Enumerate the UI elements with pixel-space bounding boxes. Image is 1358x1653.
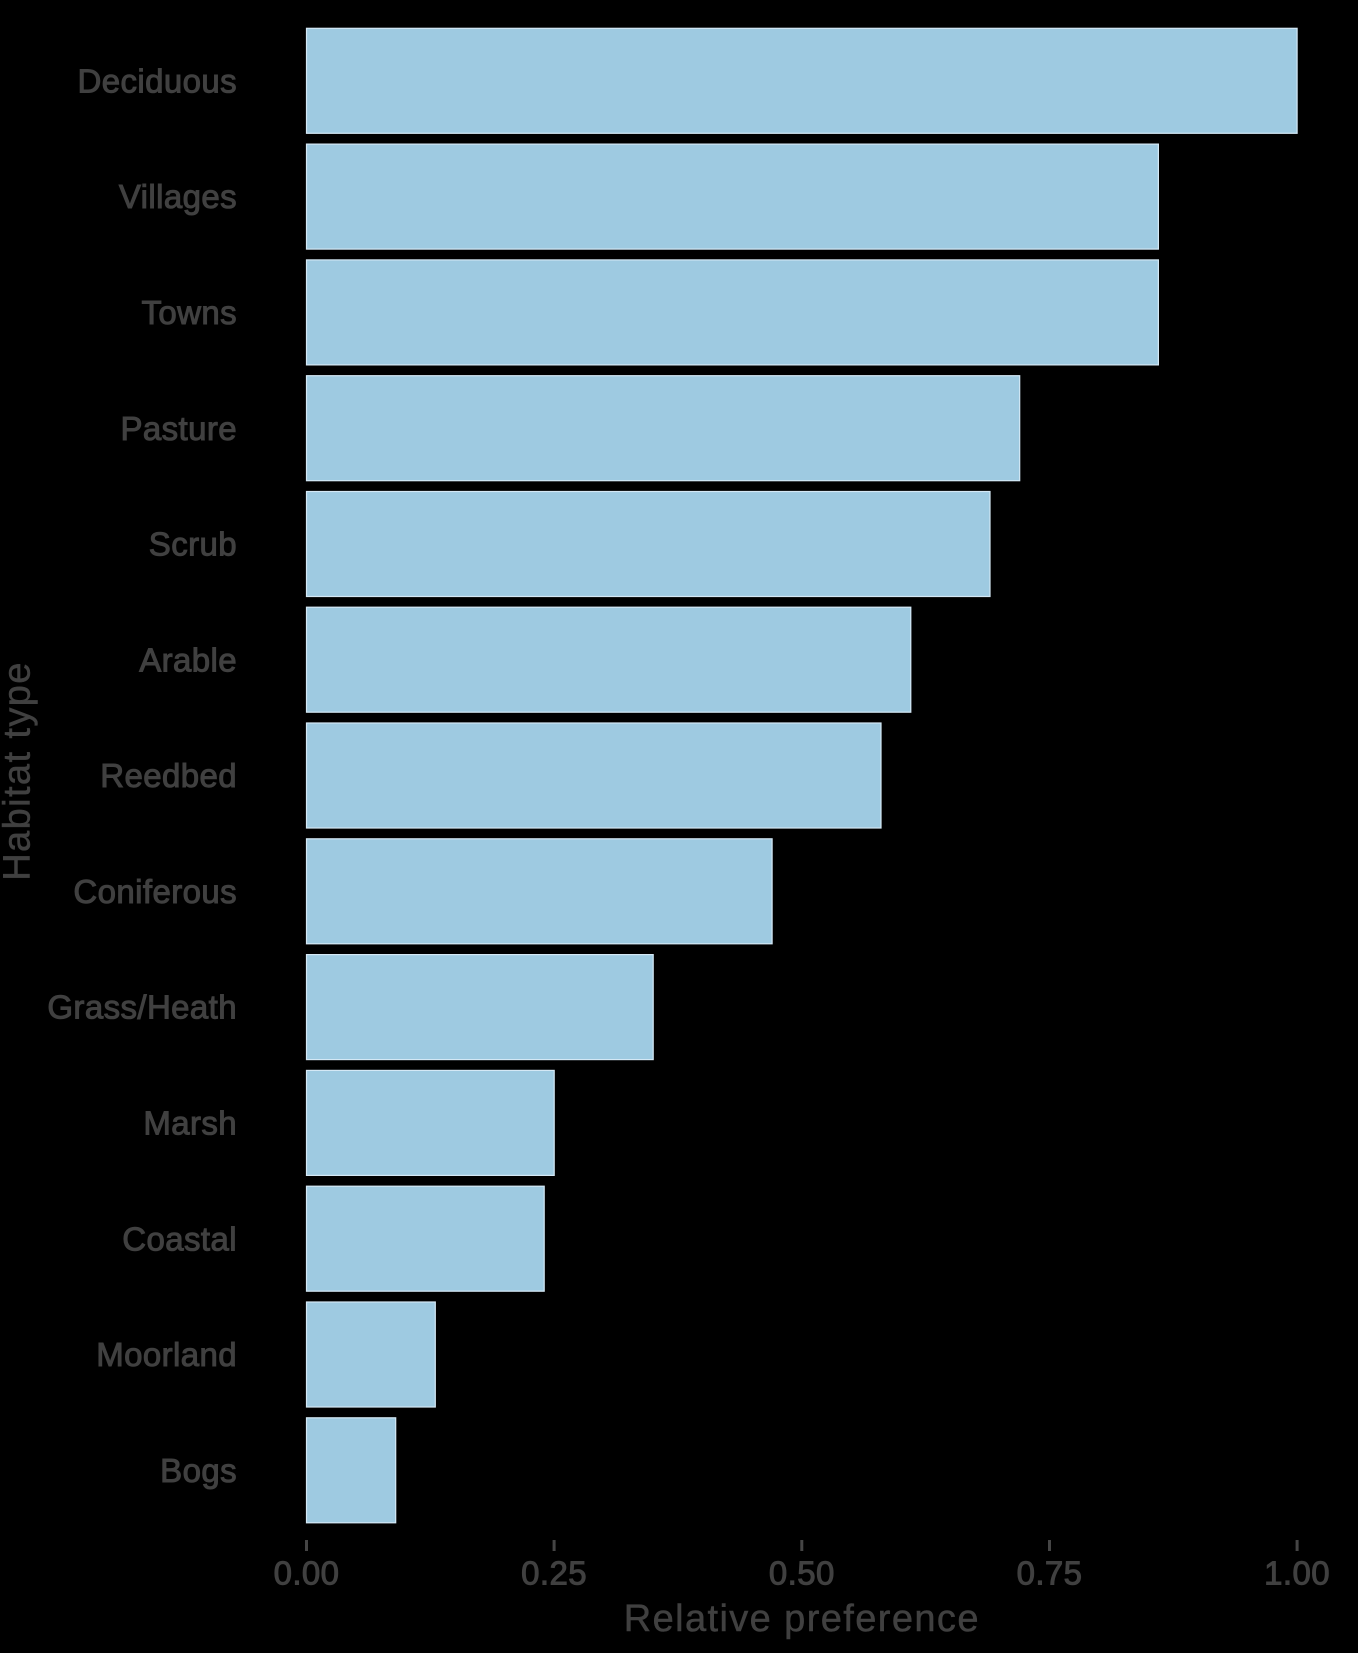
svg-text:Arable: Arable: [139, 641, 237, 678]
svg-text:Villages: Villages: [119, 178, 237, 215]
svg-text:0.00: 0.00: [274, 1555, 340, 1592]
svg-text:1.00: 1.00: [1264, 1555, 1330, 1592]
svg-text:Moorland: Moorland: [96, 1336, 237, 1373]
svg-text:Grass/Heath: Grass/Heath: [47, 989, 237, 1026]
svg-text:0.75: 0.75: [1017, 1555, 1083, 1592]
svg-text:Relative preference: Relative preference: [624, 1598, 980, 1640]
svg-text:0.50: 0.50: [769, 1555, 835, 1592]
svg-text:Coastal: Coastal: [122, 1220, 237, 1257]
svg-text:Coniferous: Coniferous: [73, 873, 237, 910]
svg-text:Bogs: Bogs: [160, 1452, 237, 1489]
svg-text:Pasture: Pasture: [120, 410, 237, 447]
svg-text:Deciduous: Deciduous: [77, 62, 237, 99]
svg-text:Marsh: Marsh: [143, 1105, 237, 1142]
svg-text:Habitat type: Habitat type: [0, 661, 39, 881]
svg-text:Towns: Towns: [141, 294, 237, 331]
svg-text:Reedbed: Reedbed: [100, 757, 237, 794]
svg-text:Scrub: Scrub: [149, 526, 237, 563]
svg-text:0.25: 0.25: [521, 1555, 587, 1592]
